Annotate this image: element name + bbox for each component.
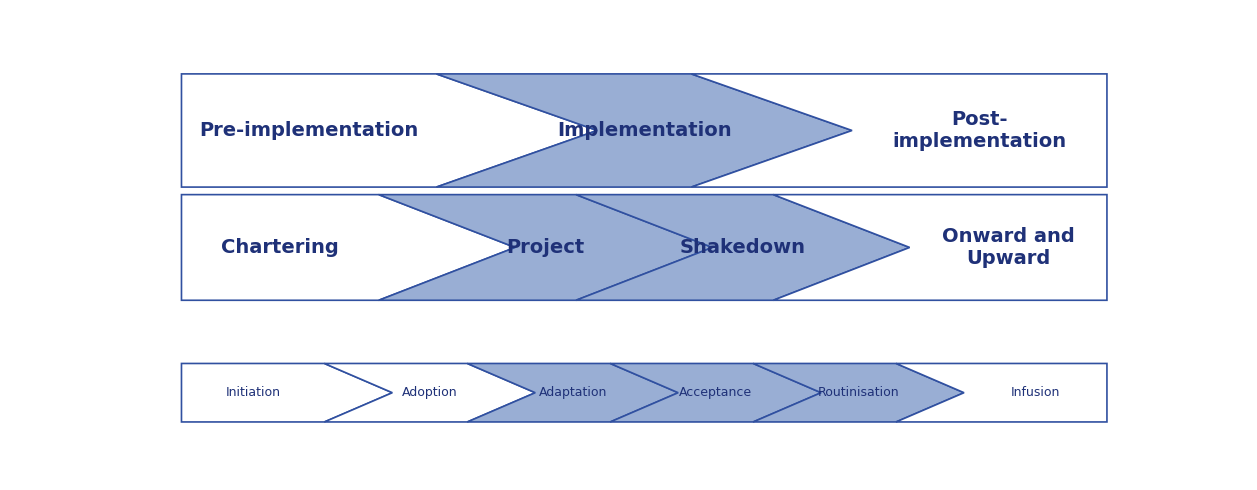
Text: Shakedown: Shakedown (680, 238, 806, 257)
Text: Initiation: Initiation (225, 386, 280, 399)
Polygon shape (324, 364, 535, 422)
Polygon shape (378, 195, 713, 300)
Polygon shape (691, 74, 1107, 187)
Text: Chartering: Chartering (221, 238, 339, 257)
Text: Implementation: Implementation (557, 121, 732, 140)
Polygon shape (436, 74, 852, 187)
Text: Project: Project (507, 238, 585, 257)
Polygon shape (610, 364, 821, 422)
Text: Routinisation: Routinisation (818, 386, 900, 399)
Polygon shape (576, 195, 910, 300)
Polygon shape (181, 195, 515, 300)
Polygon shape (896, 364, 1107, 422)
Polygon shape (468, 364, 679, 422)
Polygon shape (181, 74, 597, 187)
Text: Infusion: Infusion (1011, 386, 1060, 399)
Polygon shape (773, 195, 1107, 300)
Text: Pre-implementation: Pre-implementation (200, 121, 419, 140)
Text: Post-
implementation: Post- implementation (892, 110, 1066, 151)
Text: Onward and
Upward: Onward and Upward (941, 227, 1075, 268)
Text: Adoption: Adoption (402, 386, 458, 399)
Polygon shape (753, 364, 964, 422)
Text: Acceptance: Acceptance (679, 386, 752, 399)
Text: Adaptation: Adaptation (538, 386, 607, 399)
Polygon shape (181, 364, 392, 422)
